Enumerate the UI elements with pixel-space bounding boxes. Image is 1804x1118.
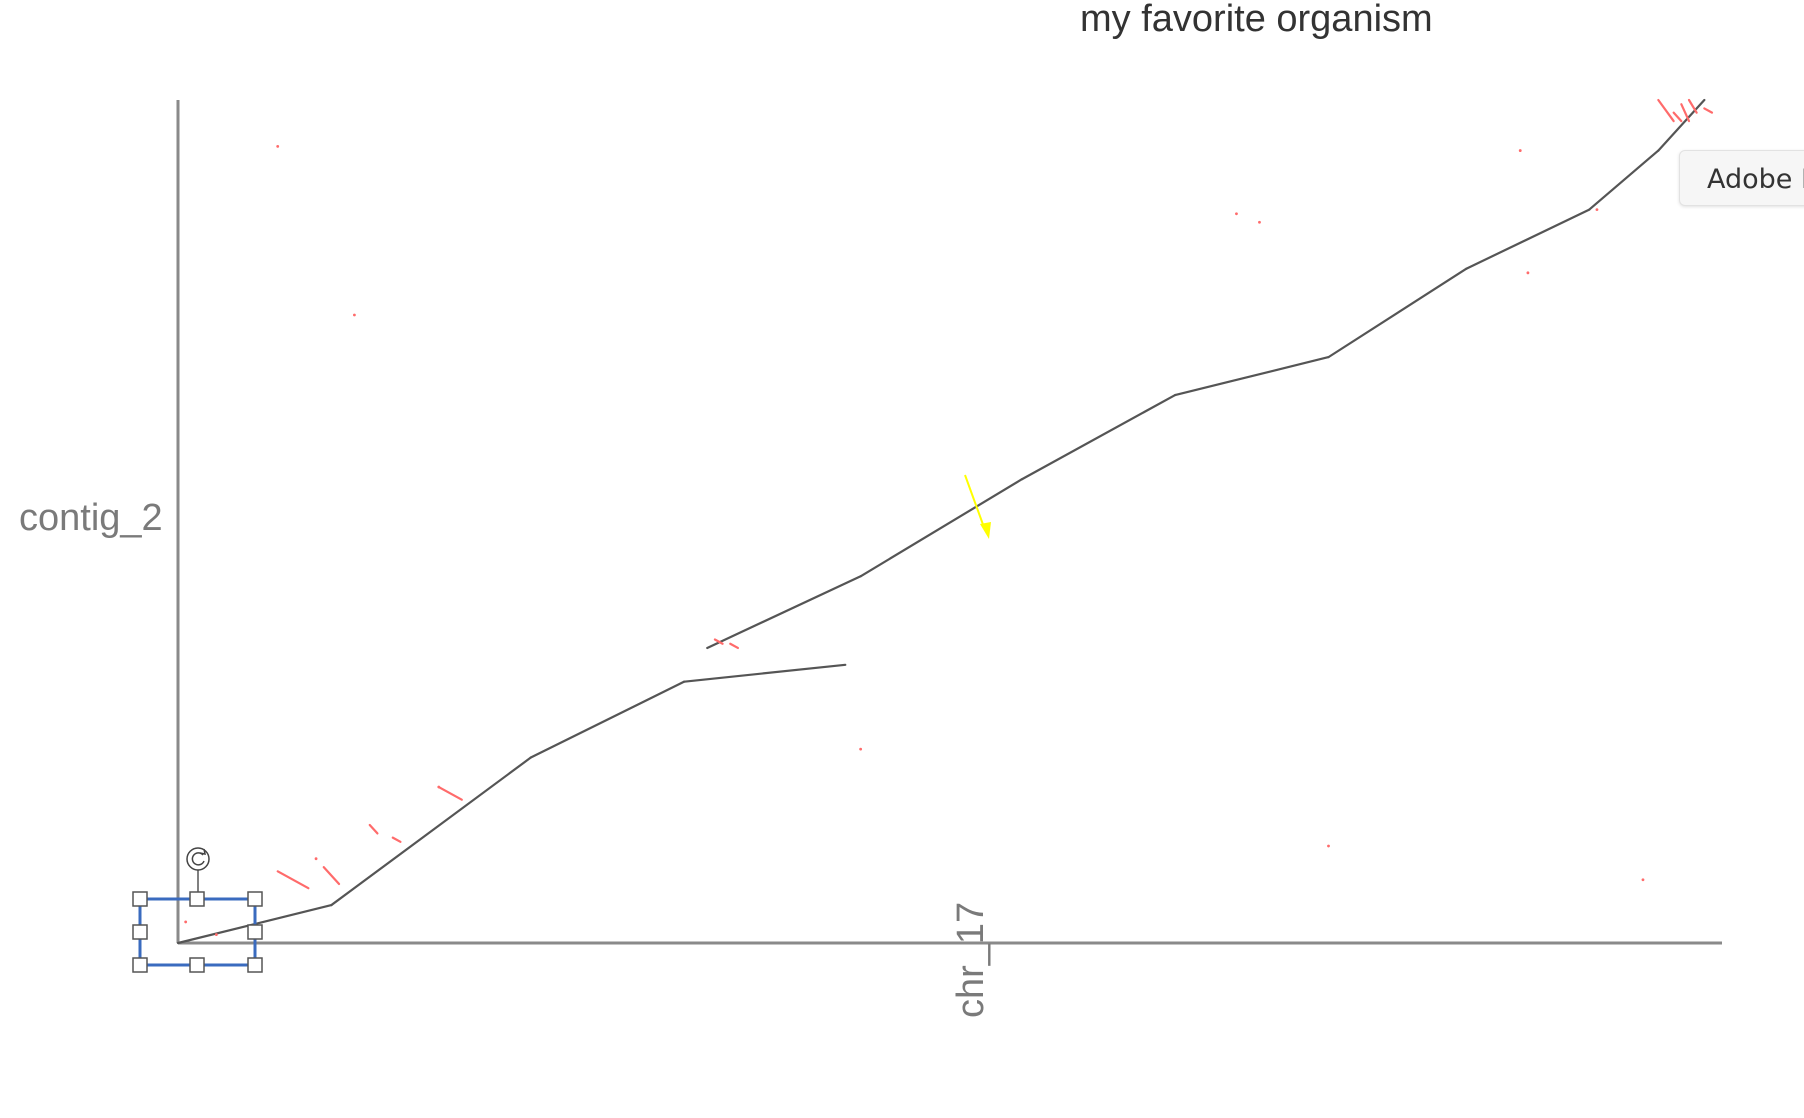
resize-handle-top[interactable] — [189, 891, 205, 907]
tooltip: Adobe F — [1679, 150, 1804, 206]
annotation-arrow-head — [980, 522, 991, 539]
reverse-alignment-segment — [729, 642, 740, 650]
resize-handle-top-right[interactable] — [247, 891, 263, 907]
reverse-alignment-segment — [276, 870, 310, 890]
forward-alignment-segment — [1657, 98, 1706, 152]
resize-handle-right[interactable] — [247, 924, 263, 940]
reverse-alignment-segment — [437, 785, 463, 801]
reverse-alignment-segment — [1657, 98, 1675, 123]
reverse-alignment-segment — [713, 638, 724, 645]
forward-alignment-segment — [1327, 267, 1468, 359]
resize-handle-bottom-right[interactable] — [247, 957, 263, 973]
reverse-alignment-point — [1327, 844, 1330, 848]
reverse-alignment-point — [214, 933, 218, 936]
forward-alignment-segment — [529, 680, 686, 759]
annotation-arrow — [964, 474, 991, 539]
forward-alignment-segment — [1020, 393, 1177, 481]
reverse-alignment-segment — [1680, 103, 1691, 123]
selection-box[interactable] — [132, 847, 263, 973]
reverse-alignment-segment — [1703, 107, 1714, 114]
forward-alignment-segment — [330, 756, 532, 907]
reverse-alignment-point — [353, 313, 356, 317]
x-axis-label: chr_17 — [950, 901, 992, 1018]
reverse-alignment-point — [1235, 212, 1238, 216]
alignment-marks — [176, 98, 1714, 945]
reverse-alignment-point — [1641, 878, 1645, 882]
resize-handle-bottom-left[interactable] — [132, 957, 148, 973]
reverse-alignment-segment — [322, 866, 341, 886]
tooltip-text: Adobe F — [1707, 164, 1804, 195]
reverse-alignment-point — [859, 747, 863, 751]
reverse-alignment-segment — [1687, 98, 1698, 114]
reverse-alignment-segment — [368, 823, 379, 835]
resize-handle-bottom[interactable] — [189, 957, 205, 973]
y-axis-label: contig_2 — [19, 497, 163, 539]
reverse-alignment-point — [314, 857, 318, 861]
resize-handle-left[interactable] — [132, 924, 148, 940]
reverse-alignment-point — [1518, 149, 1522, 152]
reverse-alignment-point — [437, 785, 441, 789]
forward-alignment-segment — [1465, 208, 1591, 270]
chart-title: my favorite organism — [1080, 0, 1433, 40]
forward-alignment-segment — [1173, 356, 1330, 397]
selection-frame[interactable] — [138, 897, 257, 967]
resize-handle-top-left[interactable] — [132, 891, 148, 907]
reverse-alignment-point — [1526, 271, 1530, 275]
forward-alignment-segment — [683, 663, 847, 683]
reverse-alignment-point — [1595, 208, 1599, 211]
reverse-alignment-point — [276, 144, 280, 148]
reverse-alignment-point — [1258, 220, 1261, 224]
forward-alignment-segment — [859, 478, 1023, 578]
forward-alignment-segment — [1588, 149, 1660, 211]
rotate-handle-icon[interactable] — [186, 847, 210, 871]
forward-alignment-segment — [706, 575, 862, 650]
reverse-alignment-point — [184, 920, 188, 924]
reverse-alignment-segment — [1672, 111, 1683, 123]
annotation-arrow-shaft — [964, 474, 986, 531]
reverse-alignment-segment — [391, 836, 402, 843]
